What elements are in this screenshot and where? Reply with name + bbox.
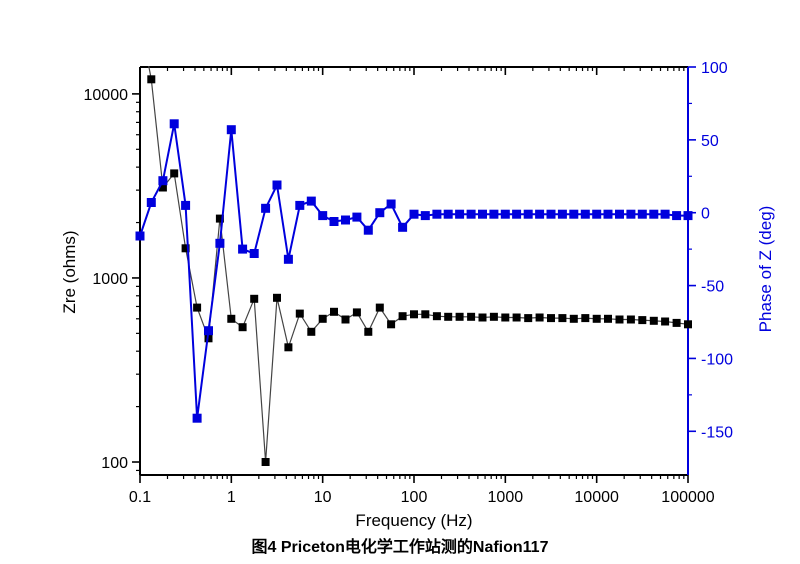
x-axis: 0.1 1 10 100 1000 10000 100000 <box>129 67 715 506</box>
right-axis: 100 50 0 -50 -100 -150 <box>688 60 733 441</box>
svg-text:0: 0 <box>701 206 710 223</box>
svg-text:100: 100 <box>401 489 428 506</box>
svg-text:100000: 100000 <box>661 489 714 506</box>
svg-text:1000: 1000 <box>92 271 128 288</box>
svg-text:10: 10 <box>314 489 332 506</box>
phase-series <box>135 119 693 423</box>
svg-text:-50: -50 <box>701 279 724 296</box>
figure-caption: 图4 Priceton电化学工作站测的Nafion117 <box>251 539 549 556</box>
svg-text:100: 100 <box>701 60 728 77</box>
svg-text:1: 1 <box>227 489 236 506</box>
svg-text:0.1: 0.1 <box>129 489 151 506</box>
left-axis-title: Zre (ohms) <box>60 230 79 314</box>
svg-text:100: 100 <box>101 455 128 472</box>
x-axis-title: Frequency (Hz) <box>355 511 473 530</box>
svg-text:10000: 10000 <box>574 489 619 506</box>
svg-text:50: 50 <box>701 133 719 150</box>
svg-text:1000: 1000 <box>488 489 524 506</box>
right-axis-title: Phase of Z (deg) <box>756 205 775 333</box>
svg-text:10000: 10000 <box>84 87 129 104</box>
plot-frame <box>139 66 689 476</box>
svg-text:-100: -100 <box>701 351 733 368</box>
left-axis: 100 1000 10000 <box>84 87 140 472</box>
svg-text:-150: -150 <box>701 424 733 441</box>
